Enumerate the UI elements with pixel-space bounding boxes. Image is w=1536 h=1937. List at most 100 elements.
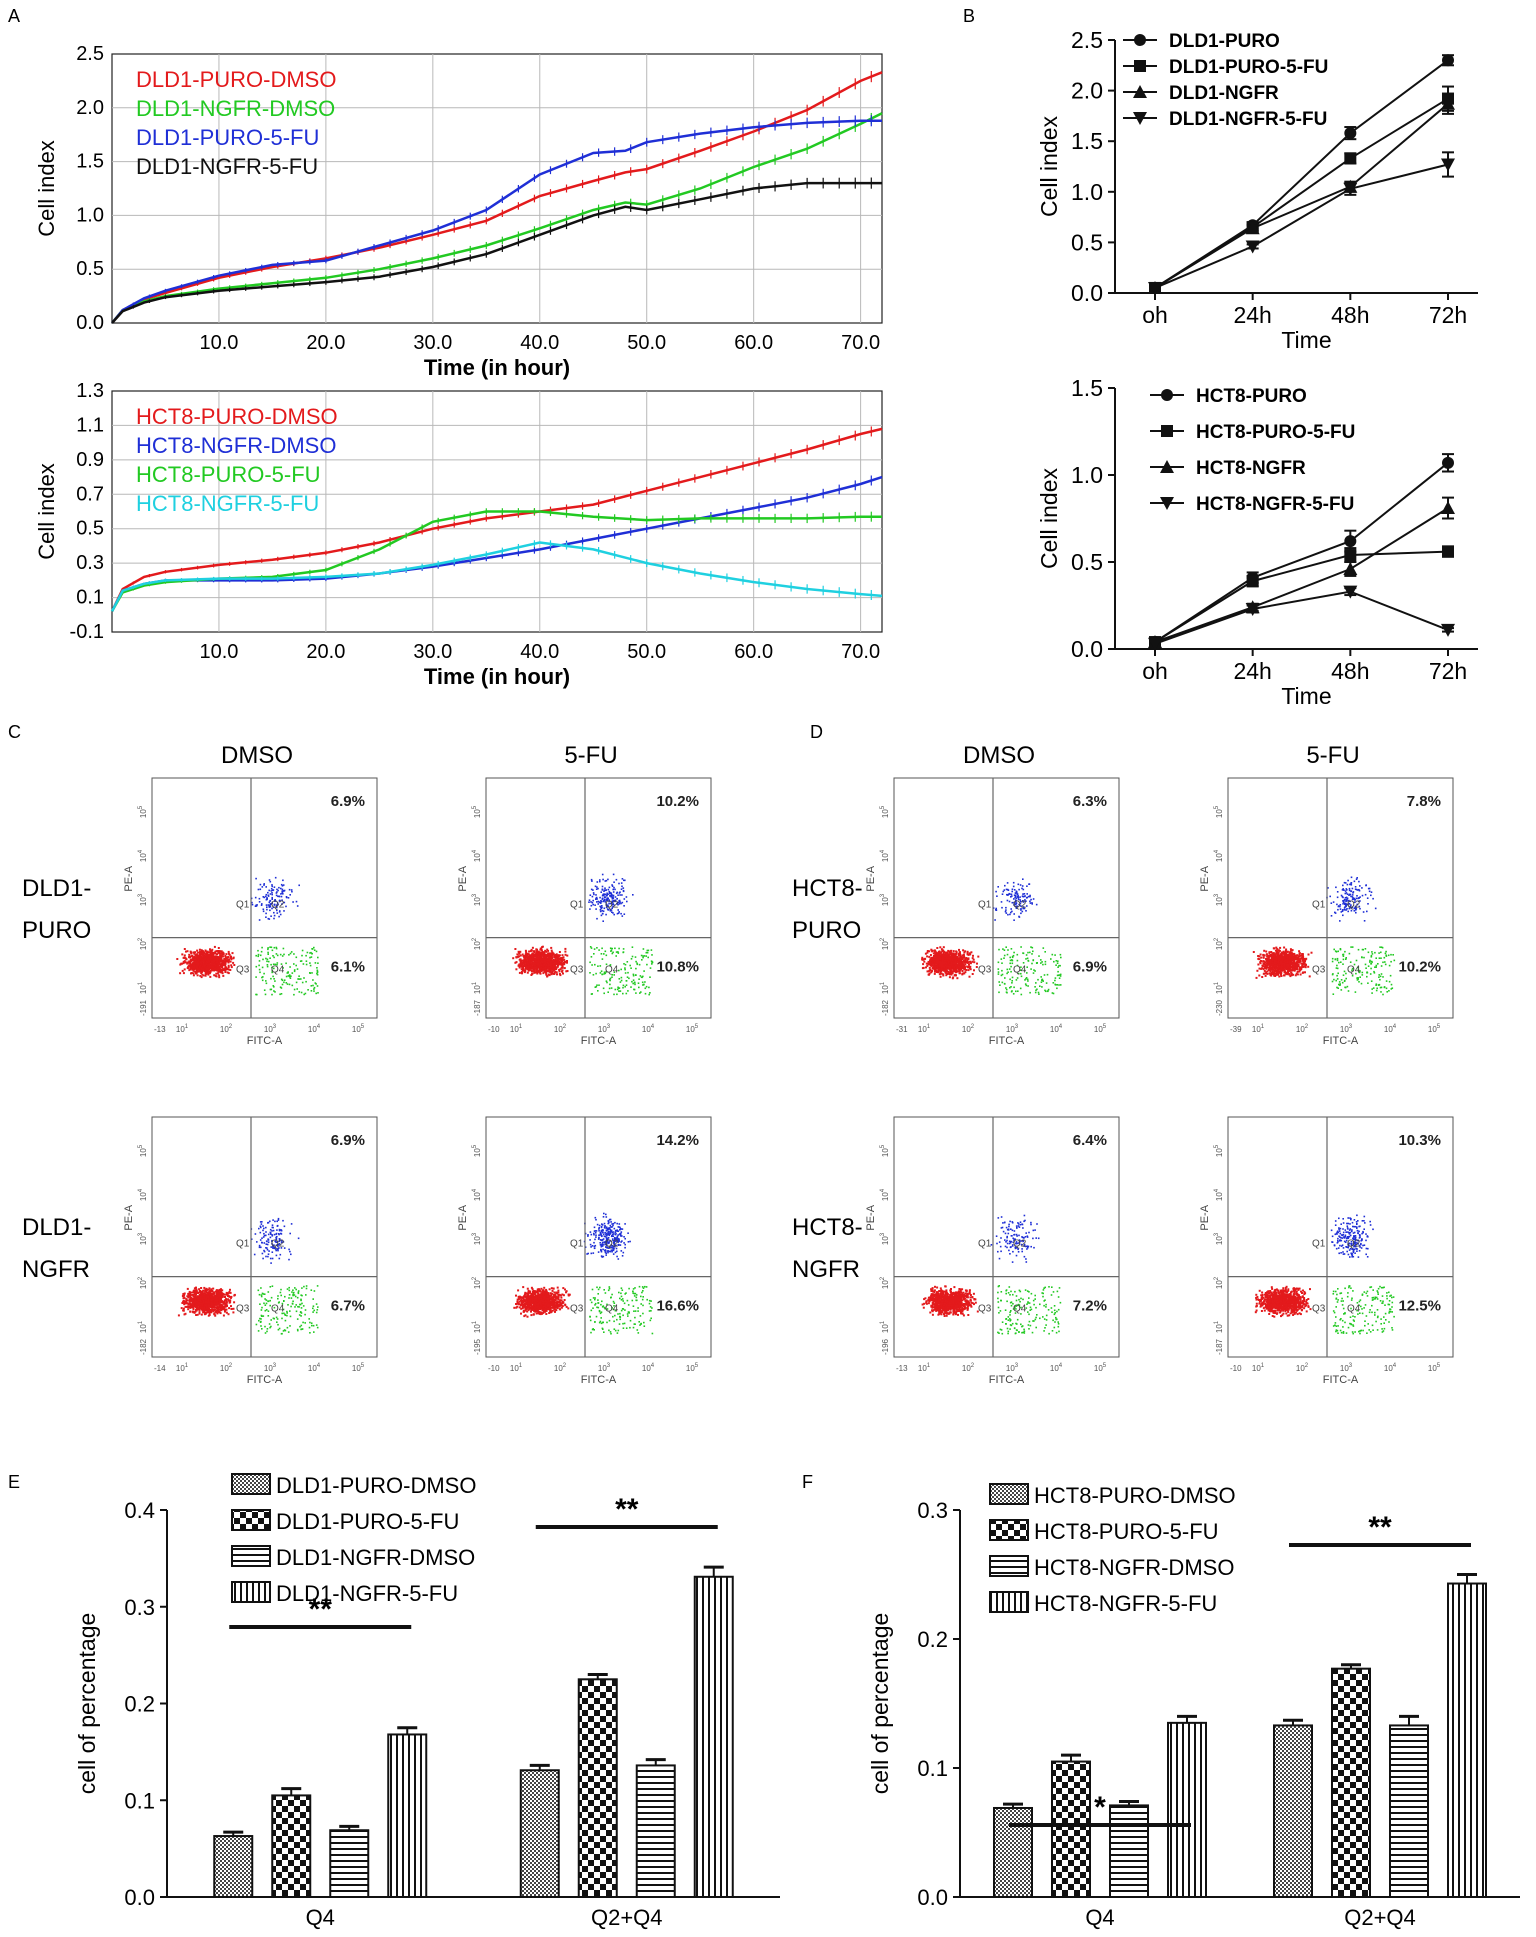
dot-q2 <box>599 910 602 913</box>
dot-q3 <box>225 1301 228 1304</box>
dot-q4 <box>590 993 593 995</box>
dot-q3 <box>189 965 192 968</box>
dot-q3 <box>540 1287 543 1290</box>
dot-q3 <box>552 960 555 962</box>
dot-q3 <box>552 966 555 969</box>
dot-q3 <box>218 1308 221 1311</box>
dot-q3 <box>531 970 533 973</box>
dot-q4 <box>269 1299 271 1302</box>
row-label: NGFR <box>22 1256 90 1283</box>
dot-q3 <box>544 960 547 963</box>
dot-q4 <box>271 971 273 974</box>
dot-q3 <box>539 961 542 964</box>
dot-q2 <box>250 897 253 900</box>
dot-q2 <box>612 891 615 893</box>
y-min-label: -191 <box>139 999 148 1016</box>
dot-q4 <box>622 984 625 987</box>
dot-q3 <box>552 953 555 956</box>
dot-q4 <box>288 974 291 976</box>
dot-q4 <box>313 988 315 990</box>
dot-q4 <box>630 986 632 988</box>
dot-q2 <box>276 1229 278 1231</box>
dot-q3 <box>218 974 221 977</box>
dot-q4 <box>298 991 301 993</box>
y-tick-label: 1.3 <box>76 380 104 402</box>
dot-q4 <box>603 992 605 995</box>
dot-q3 <box>191 1302 194 1304</box>
dot-q4 <box>269 957 271 959</box>
y-axis-label: Cell index <box>34 463 59 560</box>
dot-q3 <box>199 961 202 964</box>
dot-q3 <box>206 967 208 970</box>
dot-q3 <box>523 971 526 974</box>
dot-q4 <box>304 992 307 995</box>
dot-q3 <box>201 1304 204 1307</box>
dot-q4 <box>280 963 283 965</box>
dot-q4 <box>266 1328 269 1330</box>
dot-q4 <box>276 964 278 966</box>
dot-q3 <box>190 1304 193 1307</box>
dot-q3 <box>186 1305 189 1308</box>
dot-q4 <box>635 967 637 970</box>
dot-q3 <box>195 964 198 967</box>
dot-q3 <box>199 1295 202 1298</box>
dot-q4 <box>293 1291 295 1294</box>
dot-q3 <box>195 956 198 959</box>
dot-q2 <box>267 1221 270 1224</box>
dot-q3 <box>559 957 562 960</box>
dot-q4 <box>293 970 296 973</box>
dot-q4 <box>286 1314 288 1317</box>
dot-q3 <box>206 959 209 962</box>
dot-q4 <box>265 1302 268 1305</box>
dot-q4 <box>285 982 288 984</box>
dot-q3 <box>200 952 203 955</box>
dot-q3 <box>218 965 220 968</box>
dot-q2 <box>596 881 599 883</box>
dot-q3 <box>208 1312 211 1315</box>
dot-q4 <box>264 1325 266 1328</box>
dot-q2 <box>277 895 279 898</box>
dot-q3 <box>221 952 224 955</box>
dot-q3 <box>185 1301 188 1303</box>
dot-q4 <box>312 1305 315 1307</box>
dot-q2 <box>626 900 628 903</box>
dot-q3 <box>541 967 544 970</box>
marker-triangle <box>1133 85 1147 98</box>
dot-q2 <box>605 903 608 905</box>
dot-q3 <box>558 963 561 966</box>
dot-q3 <box>549 952 551 955</box>
dot-q3 <box>200 972 203 974</box>
series-line <box>1154 163 1449 289</box>
dot-q3 <box>227 1313 230 1316</box>
dot-q2 <box>272 889 274 892</box>
dot-q3 <box>518 952 521 955</box>
dot-q3 <box>183 1302 186 1305</box>
dot-q4 <box>282 947 285 950</box>
dot-q2 <box>605 889 607 892</box>
dot-q4 <box>614 988 617 991</box>
dot-q3 <box>519 965 522 968</box>
dot-q2 <box>599 905 601 908</box>
dot-q2 <box>278 895 280 898</box>
dot-q3 <box>212 1287 215 1290</box>
dot-q4 <box>305 954 307 957</box>
x-tick-label: 70.0 <box>841 332 880 354</box>
dot-q3 <box>558 961 561 964</box>
dot-q4 <box>298 975 300 977</box>
dot-q3 <box>225 1311 228 1314</box>
dot-q3 <box>549 966 551 969</box>
dot-q3 <box>221 1295 224 1298</box>
dot-q3 <box>201 956 203 959</box>
row-label: DLD1- <box>22 875 91 902</box>
dot-q3 <box>195 972 197 975</box>
dot-q4 <box>260 1295 263 1298</box>
dot-q3 <box>523 956 526 958</box>
dot-q3 <box>209 975 212 978</box>
dot-q3 <box>550 963 553 966</box>
dot-q3 <box>525 955 528 958</box>
dot-q3 <box>223 969 226 972</box>
dot-q3 <box>199 965 202 967</box>
dot-q3 <box>198 961 201 964</box>
dot-q3 <box>542 952 545 955</box>
dot-q3 <box>515 956 518 959</box>
